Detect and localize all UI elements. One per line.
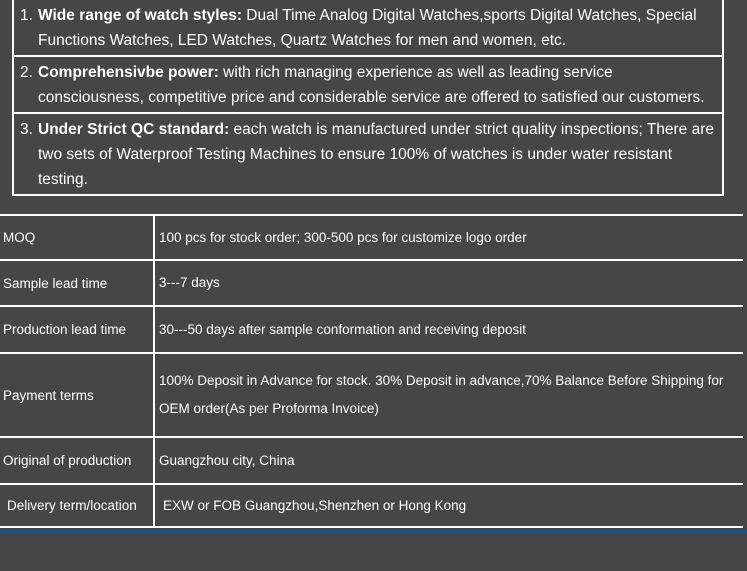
spec-label: Original of production [0, 437, 155, 485]
table-row-delivery-term: Delivery term/location EXW or FOB Guangz… [0, 484, 743, 528]
table-row-moq: MOQ 100 pcs for stock order; 300-500 pcs… [0, 215, 743, 261]
feature-item-1: 1. Wide range of watch styles: Dual Time… [14, 0, 722, 55]
table-row-payment-terms: Payment terms 100% Deposit in Advance fo… [0, 353, 743, 438]
spec-value: 100% Deposit in Advance for stock. 30% D… [154, 353, 743, 438]
spec-label: Payment terms [0, 353, 155, 438]
feature-title: Comprehensivbe power: [38, 64, 219, 81]
spec-value: 100 pcs for stock order; 300-500 pcs for… [154, 215, 743, 261]
feature-title: Under Strict QC standard: [38, 121, 230, 138]
spec-value: 3---7 days [154, 260, 743, 307]
spec-label: Production lead time [0, 306, 155, 354]
spec-value: Guangzhou city, China [154, 437, 743, 485]
spec-label: Sample lead time [0, 260, 155, 307]
feature-description: with rich managing experience as well as… [38, 64, 705, 106]
feature-text: Under Strict QC standard: each watch is … [38, 117, 714, 192]
spec-value: EXW or FOB Guangzhou,Shenzhen or Hong Ko… [154, 484, 743, 528]
feature-title: Wide range of watch styles: [38, 7, 242, 24]
table-row-production-lead-time: Production lead time 30---50 days after … [0, 306, 743, 354]
spec-label: Delivery term/location [0, 484, 155, 528]
feature-number: 1. [20, 7, 33, 24]
feature-description: Dual Time Analog Digital Watches,sports … [38, 7, 697, 49]
feature-item-2: 2. Comprehensivbe power: with rich manag… [14, 55, 722, 112]
feature-description: each watch is manufactured under strict … [38, 121, 714, 188]
feature-number: 3. [20, 121, 33, 138]
table-row-origin-of-production: Original of production Guangzhou city, C… [0, 437, 743, 485]
table-row-sample-lead-time: Sample lead time 3---7 days [0, 260, 743, 307]
spec-table: MOQ 100 pcs for stock order; 300-500 pcs… [0, 214, 743, 528]
spec-label: MOQ [0, 215, 155, 261]
feature-text: Wide range of watch styles: Dual Time An… [38, 3, 714, 53]
feature-item-3: 3. Under Strict QC standard: each watch … [14, 112, 722, 194]
spec-value: 30---50 days after sample conformation a… [154, 306, 743, 354]
feature-text: Comprehensivbe power: with rich managing… [38, 60, 714, 110]
feature-number: 2. [20, 64, 33, 81]
features-panel: 1. Wide range of watch styles: Dual Time… [12, 0, 724, 196]
bottom-accent-line [0, 530, 747, 533]
